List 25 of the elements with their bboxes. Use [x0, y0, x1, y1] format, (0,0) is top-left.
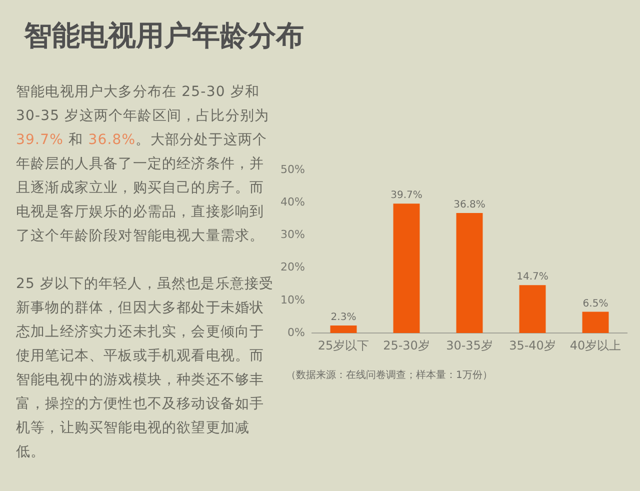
data-label: 2.3% [330, 312, 356, 324]
text: 25 岁以下的年轻人，虽然也是乐意接受新事物的群体，但因大多都处于未婚状态加上经济实力还未扎实，会更倾向于使用笔记本、平板或手机观看电视。而智能电视中的游戏模块，种类还不够丰富，操控的方便性也不及移动设备如手机等，让购买智能电视的欲望更加减低。 [16, 276, 274, 460]
bar [519, 285, 546, 333]
bar [393, 204, 420, 333]
chart-title: 智能电视用户年龄分布 [24, 18, 304, 54]
bar [582, 312, 609, 333]
text: （数据来源：在线问卷调查；样本量：1万份） [286, 369, 492, 383]
x-tick-label: 30-35岁 [446, 338, 493, 352]
y-tick-label: 40% [280, 195, 305, 208]
bar [330, 326, 357, 333]
y-tick-label: 0% [288, 326, 305, 339]
x-tick-label: 25岁以下 [318, 338, 370, 352]
data-label: 39.7% [390, 190, 422, 202]
text: 智能电视用户大多分布在 25-30 岁和 30-35 岁这两个年龄区间，占比分别为 39.7% 和 36.8%。大部分处于这两个年龄层的人具备了一定的经济条件，并且逐渐成家立业，购买自己的房子。而电视是客厅娱乐的必需品，直接影响到了这个年龄阶段对智能电视大量需求。 [16, 84, 270, 244]
x-tick-label: 35-40岁 [509, 338, 556, 352]
x-tick-label: 40岁以上 [570, 338, 622, 352]
y-tick-label: 10% [280, 293, 305, 306]
x-tick-label: 25-30岁 [383, 338, 430, 352]
bar [456, 213, 483, 333]
data-label: 14.7% [516, 272, 548, 283]
y-tick-label: 20% [280, 260, 305, 274]
y-tick-label: 50% [280, 162, 305, 176]
data-label: 6.5% [582, 298, 608, 310]
y-tick-label: 30% [280, 228, 305, 242]
data-label: 36.8% [454, 200, 486, 211]
